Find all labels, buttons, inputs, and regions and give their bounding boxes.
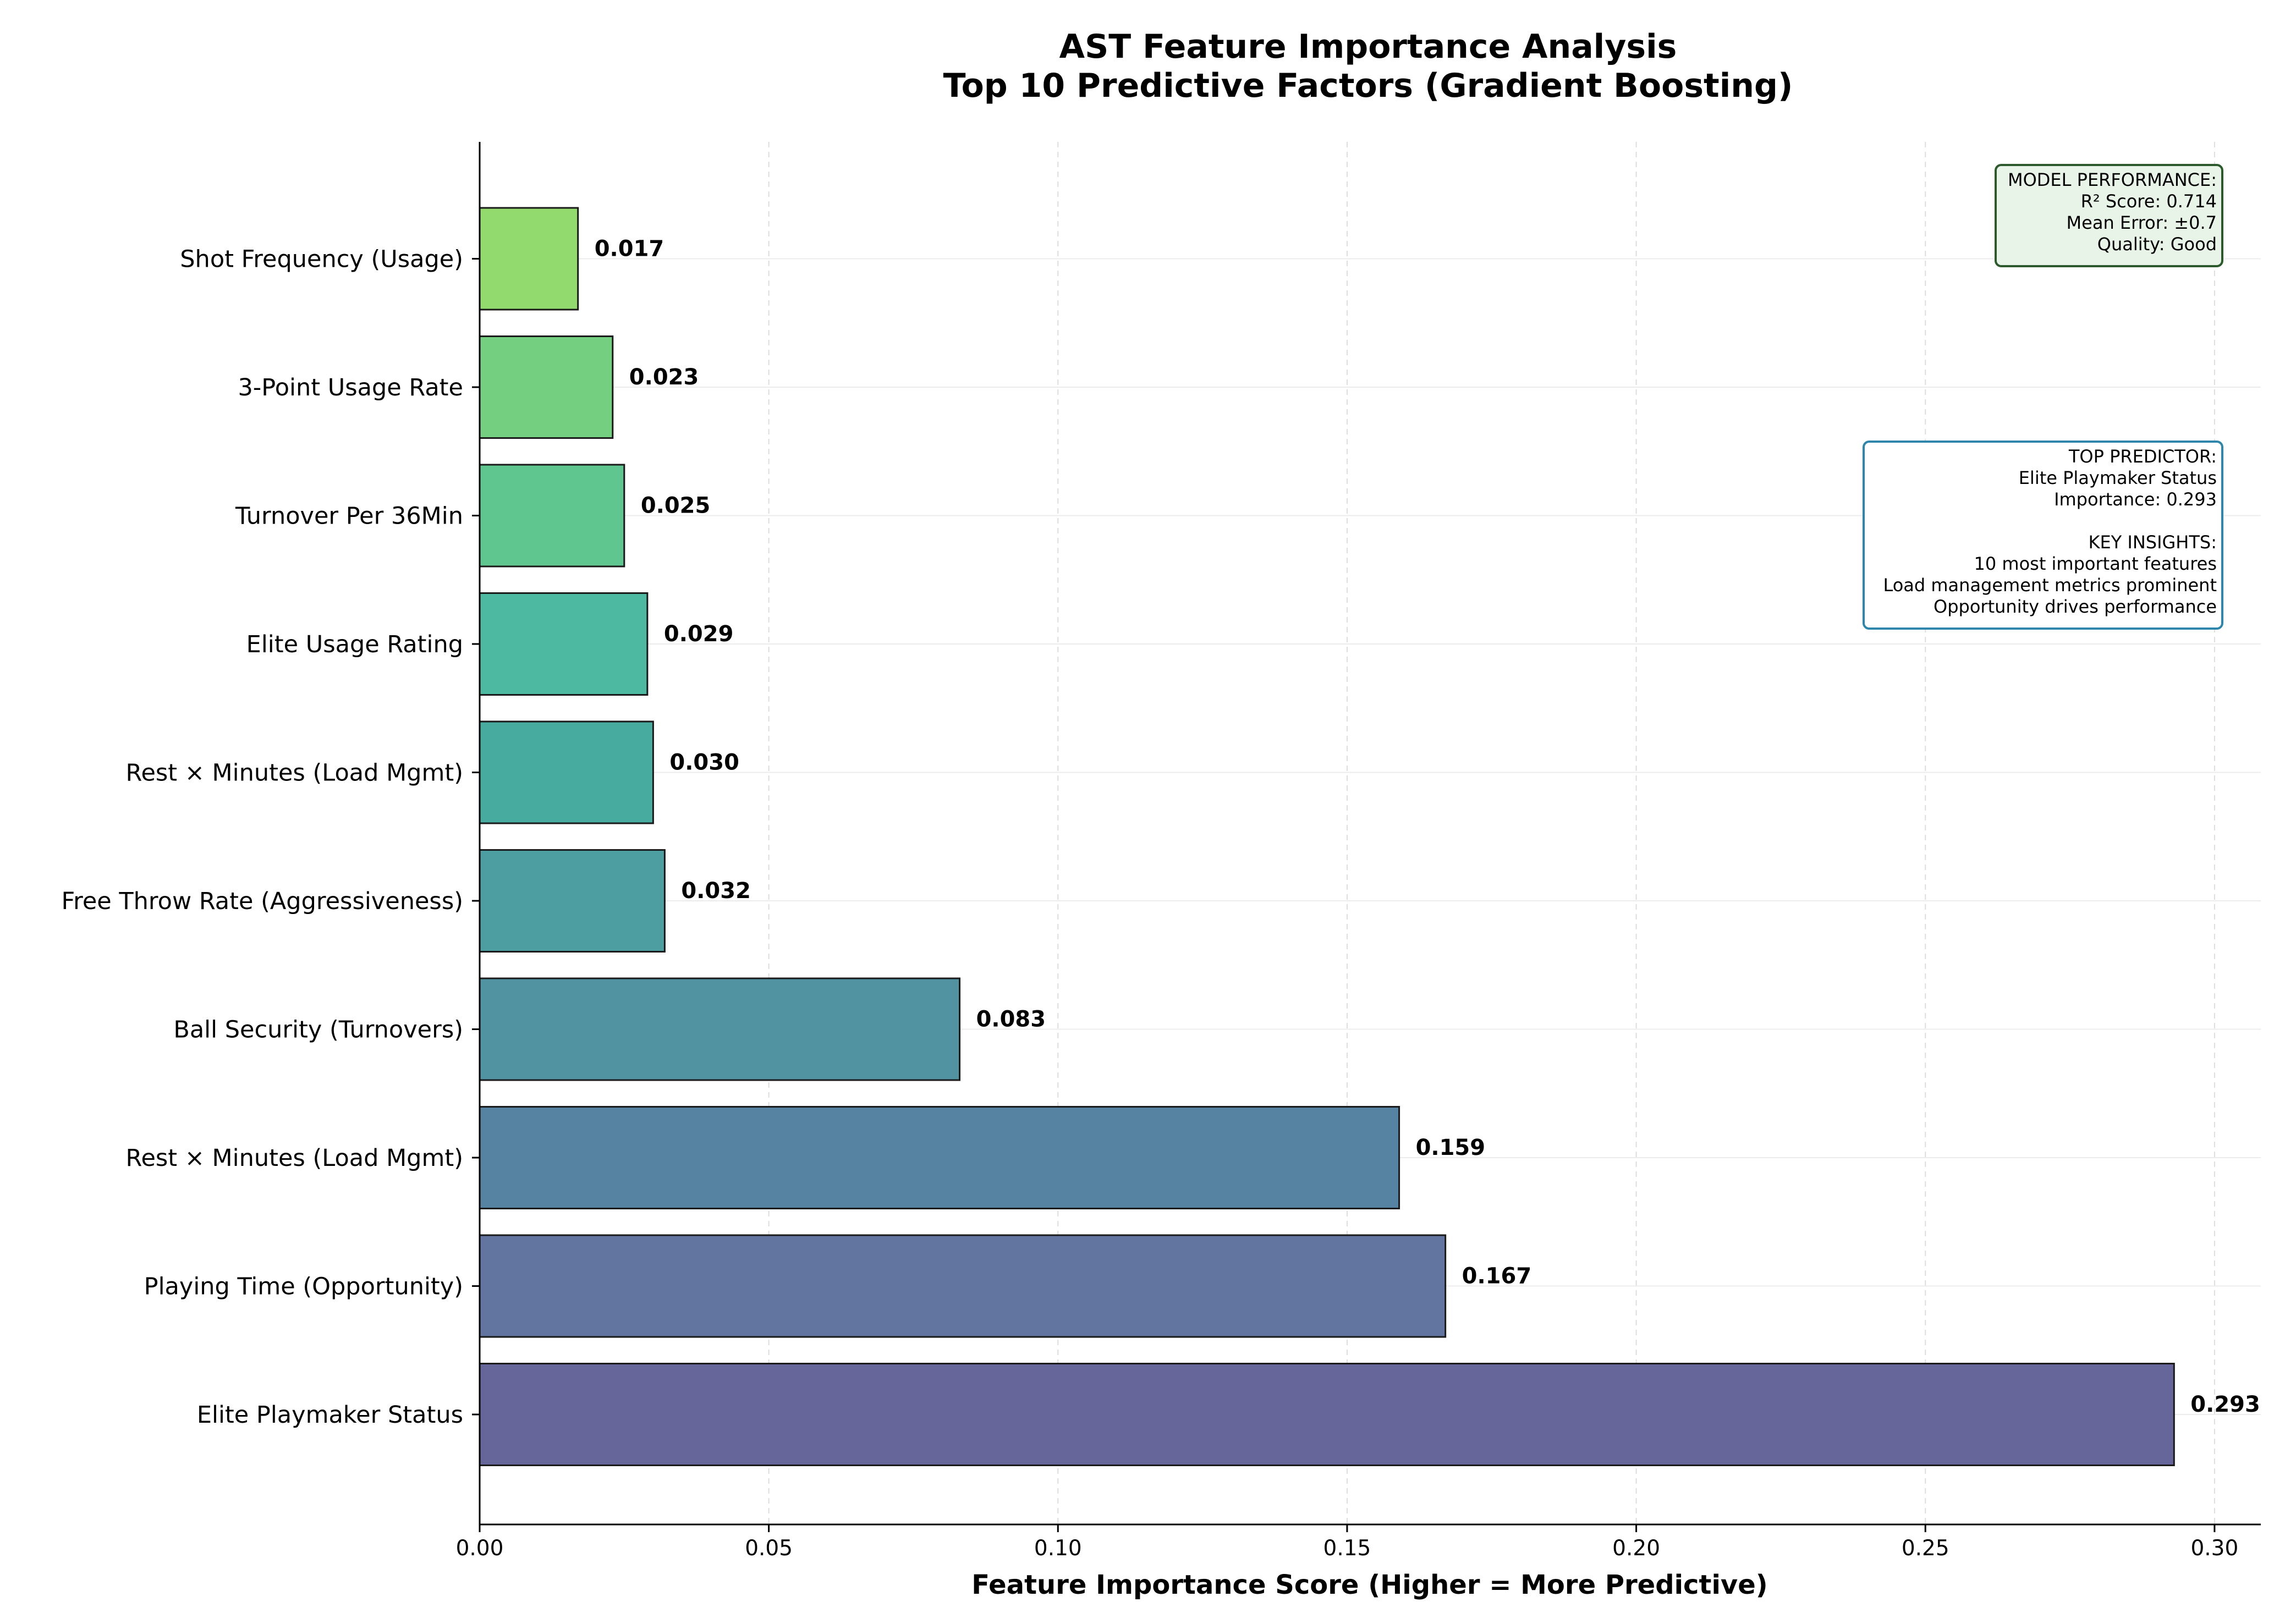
value-label: 0.029 [664,621,734,647]
bar [479,1363,2175,1466]
annotation-line: Quality: Good [2097,234,2217,255]
y-tick-label: Free Throw Rate (Aggressiveness) [62,888,464,915]
x-tick-label: 0.30 [2190,1536,2238,1561]
annotation-line: Elite Playmaker Status [2019,467,2217,488]
value-label: 0.167 [1462,1264,1532,1289]
value-label: 0.159 [1416,1135,1486,1160]
y-tick-label: Elite Usage Rating [246,631,463,658]
value-label: 0.017 [595,236,664,262]
bar [479,207,579,311]
chart-title: AST Feature Importance Analysis [1059,27,1677,66]
bar [479,720,654,824]
y-tick-label: Rest × Minutes (Load Mgmt) [126,759,464,787]
bar [479,849,666,953]
model-performance-box [1995,164,2223,267]
annotation-line: Load management metrics prominent [1883,575,2217,596]
y-axis-ticks: Elite Playmaker Status Playing Time (Oppo… [62,246,480,1429]
value-label: 0.032 [681,878,751,904]
bars [479,207,2175,1466]
y-tick-label: Shot Frequency (Usage) [180,246,463,273]
y-tick-label: 3-Point Usage Rate [238,374,463,401]
annotation-line: MODEL PERFORMANCE: [2008,169,2217,190]
value-label: 0.030 [669,750,739,775]
value-label: 0.023 [629,365,699,390]
x-tick-label: 0.15 [1323,1536,1371,1561]
bar [479,977,961,1081]
annotation-line: TOP PREDICTOR: [2068,446,2217,467]
y-tick-label: Elite Playmaker Status [197,1401,463,1429]
annotation-line: 10 most important features [1974,553,2217,574]
x-tick-label: 0.10 [1034,1536,1082,1561]
chart-subtitle: Top 10 Predictive Factors (Gradient Boos… [943,67,1793,105]
top-predictor-box [1863,441,2223,630]
annotation-line: Mean Error: ±0.7 [2067,212,2217,233]
bar [479,1234,1447,1338]
x-tick-label: 0.05 [745,1536,793,1561]
annotation-line: KEY INSIGHTS: [2088,532,2217,553]
annotation-line: Opportunity drives performance [1934,596,2217,617]
y-tick-label: Ball Security (Turnovers) [173,1016,463,1044]
x-tick-label: 0.25 [1902,1536,1949,1561]
annotation-line: R² Score: 0.714 [2081,191,2217,212]
x-tick-label: 0.20 [1612,1536,1660,1561]
x-tick-label: 0.00 [456,1536,504,1561]
annotation-line: Importance: 0.293 [2054,489,2217,510]
bar [479,464,625,568]
bar [479,1106,1400,1209]
y-tick-label: Rest × Minutes (Load Mgmt) [126,1144,464,1172]
y-tick-label: Playing Time (Opportunity) [144,1273,463,1301]
value-labels: 0.293 0.167 0.159 0.083 0.032 0.030 0.029 0.025… [595,236,2260,1418]
bar [479,335,614,439]
bar [479,592,649,696]
value-label: 0.083 [976,1007,1046,1032]
y-tick-label: Turnover Per 36Min [235,503,463,530]
x-axis-ticks: 0.00 0.05 0.10 0.15 0.20 0.25 0.30 [456,1524,2238,1561]
value-label: 0.025 [641,493,711,519]
x-axis-label: Feature Importance Score (Higher = More … [971,1570,1767,1600]
value-label: 0.293 [2190,1392,2260,1417]
